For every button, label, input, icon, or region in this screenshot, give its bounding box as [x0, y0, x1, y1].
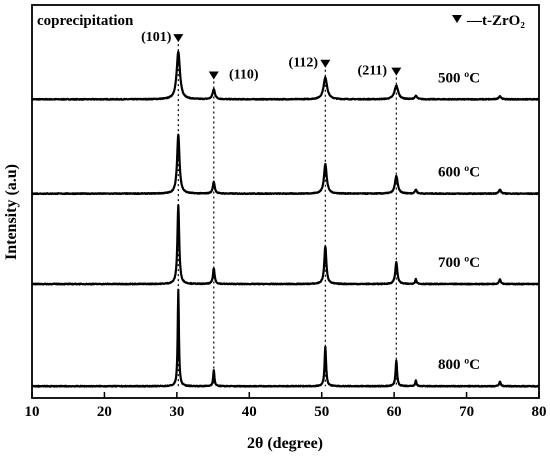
- y-axis-title: Intensity (a.u): [3, 164, 20, 260]
- xrd-traces: [31, 50, 540, 388]
- x-tick-label: 20: [97, 404, 112, 420]
- peak-marker: [173, 34, 184, 43]
- series-labels: 500 ºC 600 ºC 700 ºC 800 ºC: [438, 70, 480, 373]
- xrd-trace: [31, 204, 540, 286]
- peak-hkl-label: (101): [141, 30, 172, 45]
- peak-labels: (101) (110) (112) (211): [141, 30, 402, 82]
- series-label: 500 ºC: [438, 70, 480, 86]
- x-tick-label: 80: [532, 404, 547, 420]
- legend: —t-ZrO₂: [452, 13, 525, 29]
- peak-hkl-label: (110): [229, 67, 259, 82]
- xrd-trace: [31, 133, 540, 196]
- series-label: 600 ºC: [438, 165, 480, 181]
- x-tick-label: 60: [387, 404, 402, 420]
- xrd-trace: [31, 288, 540, 388]
- x-axis-ticks: 10 20 30 40 50 60 70 80: [25, 392, 547, 420]
- legend-marker: [452, 15, 462, 23]
- legend-label: —t-ZrO₂: [466, 13, 525, 29]
- x-tick-label: 70: [459, 404, 474, 420]
- x-axis-title: 2θ (degree): [247, 435, 323, 452]
- peak-hkl-label: (211): [358, 64, 388, 79]
- plot-frame: [31, 4, 540, 399]
- annotation-text: coprecipitation: [37, 13, 134, 29]
- peak-marker: [320, 59, 331, 68]
- x-tick-label: 10: [25, 404, 40, 420]
- x-tick-label: 30: [169, 404, 184, 420]
- series-label: 700 ºC: [438, 255, 480, 271]
- x-tick-label: 40: [242, 404, 257, 420]
- x-tick-label: 50: [314, 404, 329, 420]
- peak-hkl-label: (112): [289, 56, 319, 71]
- xrd-trace: [31, 50, 540, 101]
- peak-marker: [391, 67, 402, 76]
- peak-marker: [208, 71, 219, 80]
- series-label: 800 ºC: [438, 357, 480, 373]
